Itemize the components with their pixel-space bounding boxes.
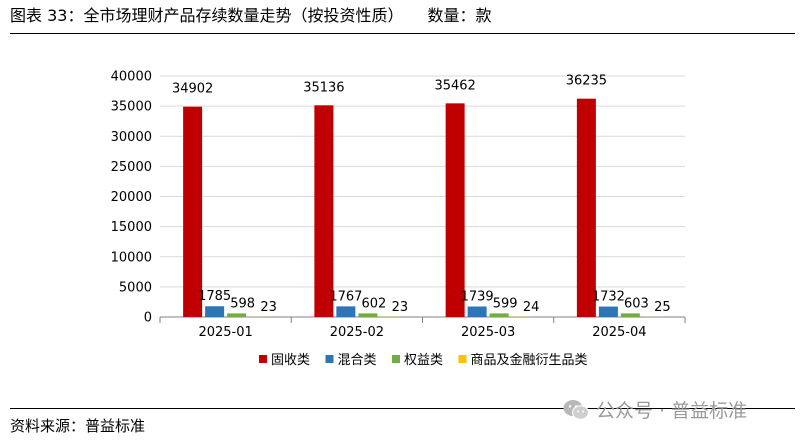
data-label: 602 (361, 296, 386, 311)
data-label: 599 (493, 296, 518, 311)
legend-label: 权益类 (404, 352, 443, 368)
y-tick-label: 35000 (111, 100, 152, 115)
legend-swatch (259, 355, 267, 363)
legend-label: 固收类 (271, 353, 310, 368)
legend-swatch (458, 355, 467, 363)
data-label: 23 (392, 300, 409, 315)
y-tick-label: 0 (144, 311, 152, 326)
x-tick-label: 2025-03 (461, 325, 515, 340)
y-tick-label: 5000 (119, 280, 152, 295)
figure-header: 图表 33：全市场理财产品存续数量走势（按投资性质） 数量：款 (10, 6, 491, 26)
bar (336, 306, 356, 317)
y-tick-label: 20000 (111, 190, 152, 205)
top-rule (10, 33, 795, 34)
bar (489, 313, 509, 317)
y-tick-label: 30000 (111, 130, 152, 145)
data-label: 25 (654, 300, 671, 315)
data-label: 598 (230, 296, 255, 311)
data-label: 603 (624, 296, 649, 311)
data-label: 34902 (172, 82, 213, 97)
bar (620, 313, 640, 317)
bar (183, 106, 203, 317)
figure-title: 图表 33：全市场理财产品存续数量走势（按投资性质） (10, 6, 404, 25)
bar (227, 313, 247, 317)
data-label: 1785 (198, 289, 231, 304)
wechat-icon (563, 399, 589, 420)
data-label: 1739 (461, 290, 494, 305)
data-label: 1732 (592, 290, 625, 305)
bar (314, 105, 334, 317)
unit-label: 数量：款 (427, 6, 492, 25)
bar (205, 306, 225, 317)
source-note: 资料来源：普益标准 (10, 417, 146, 435)
bar-chart: 0 5000 10000 15000 20000 25000 30000 35000 40000… (111, 70, 686, 368)
watermark-text: 公众号 · 普益标准 (596, 400, 748, 422)
y-tick-label: 15000 (111, 220, 152, 235)
bar (576, 98, 596, 317)
data-label: 23 (260, 300, 277, 315)
bar (358, 313, 378, 317)
bar (467, 306, 487, 317)
legend-swatch (392, 355, 400, 363)
bar (598, 306, 618, 317)
data-label: 35136 (303, 80, 344, 95)
y-tick-label: 10000 (111, 250, 152, 265)
bottom-rule (10, 408, 795, 409)
watermark: 公众号 · 普益标准 (562, 396, 747, 423)
legend-label: 混合类 (338, 353, 377, 368)
data-label: 35462 (434, 78, 475, 93)
y-tick-label: 40000 (111, 70, 152, 85)
legend-swatch (325, 355, 334, 363)
data-label: 36235 (566, 74, 607, 89)
data-label: 1767 (329, 289, 362, 304)
legend-label: 商品及金融衍生品类 (471, 352, 588, 368)
x-tick-label: 2025-04 (592, 325, 646, 340)
x-tick-label: 2025-02 (330, 325, 384, 340)
bar (445, 103, 465, 317)
y-tick-label: 25000 (111, 160, 152, 175)
x-tick-label: 2025-01 (198, 325, 252, 340)
data-label: 24 (523, 300, 540, 315)
